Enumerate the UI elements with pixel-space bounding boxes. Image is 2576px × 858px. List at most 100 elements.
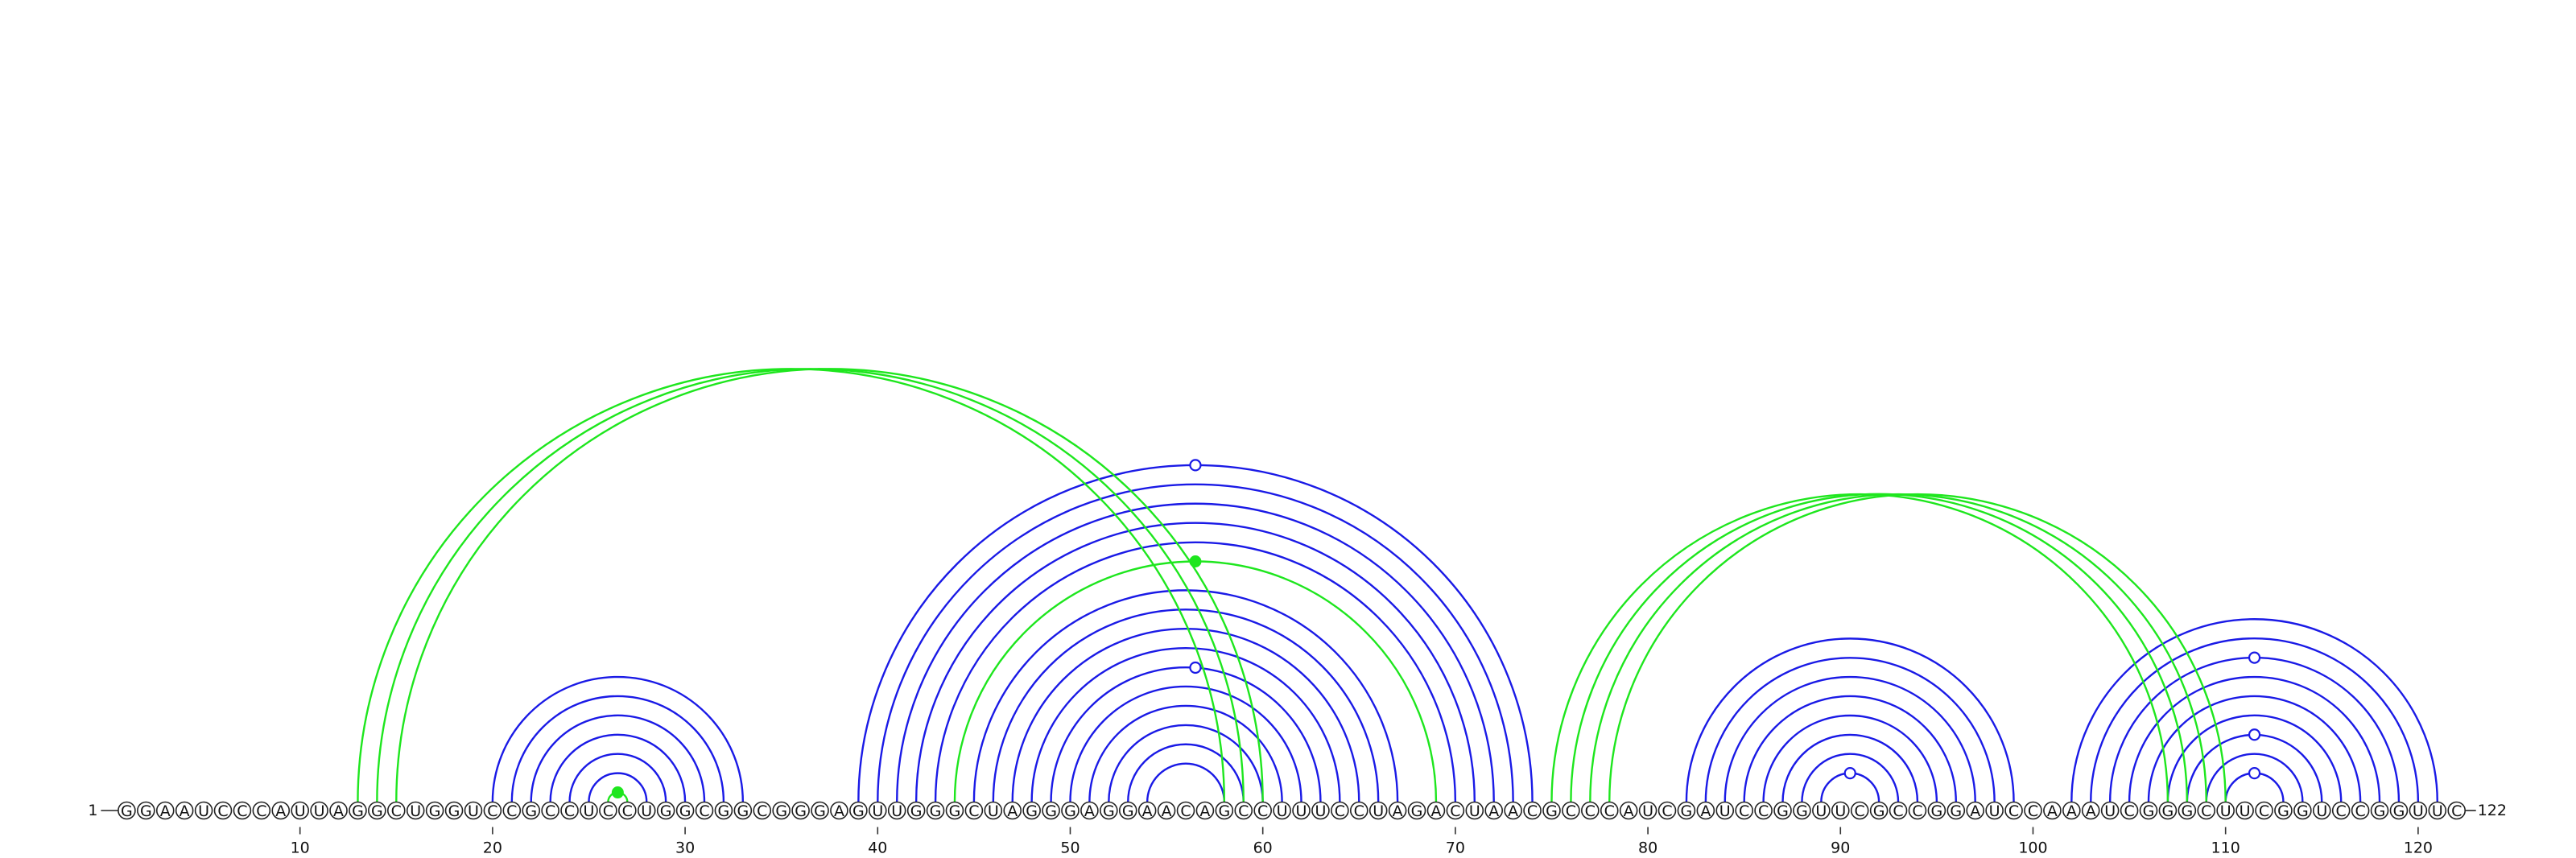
nucleotide-letter: G	[2393, 802, 2405, 820]
nucleotide-circle	[1022, 801, 1041, 820]
nucleotide-circle	[1311, 801, 1330, 820]
nucleotide-letter: C	[1566, 802, 1576, 820]
nucleotide-56: C	[1176, 801, 1195, 820]
nucleotide-88: G	[1793, 801, 1811, 820]
nucleotide-70: C	[1446, 801, 1465, 820]
blue-marker-3	[2248, 651, 2261, 664]
nucleotide-letter: C	[1912, 802, 1922, 820]
nucleotide-circle	[2024, 801, 2042, 820]
nucleotide-circle	[1850, 801, 1869, 820]
nucleotide-letter: G	[1103, 802, 1115, 820]
nucleotide-20: C	[483, 801, 502, 820]
nucleotide-42: G	[906, 801, 926, 820]
nucleotide-circle	[1927, 801, 1946, 820]
nucleotide-circle	[887, 801, 906, 820]
nucleotide-circle	[1176, 801, 1195, 820]
nucleotide-circle	[580, 801, 598, 820]
nucleotide-48: G	[1022, 801, 1041, 820]
nucleotide-92: G	[1869, 801, 1889, 820]
nucleotide-circle	[1581, 801, 1600, 820]
green-pair-arc-75-107	[1550, 493, 2169, 802]
blue-pair-arc-47-65	[1011, 628, 1360, 802]
nucleotide-39: G	[849, 801, 868, 820]
nucleotide-circle	[1619, 801, 1638, 820]
nucleotide-letter: C	[2201, 802, 2211, 820]
blue-pair-arc-50-62	[1069, 685, 1302, 802]
nucleotide-116: C	[2331, 801, 2351, 820]
nucleotide-letter: U	[2432, 802, 2443, 820]
nucleotide-circle	[2351, 801, 2370, 820]
nucleotide-99: C	[2004, 801, 2023, 820]
nucleotide-98: U	[1985, 801, 2004, 820]
nucleotide-letter: A	[834, 802, 844, 820]
nucleotide-circle	[1966, 801, 1985, 820]
nucleotide-3: A	[155, 801, 175, 820]
nucleotide-circle	[1812, 801, 1831, 820]
nucleotide-letter: G	[1546, 802, 1558, 820]
nucleotide-letter: U	[1469, 802, 1480, 820]
nucleotide-circle	[2428, 801, 2447, 820]
nucleotide-letter: G	[679, 802, 691, 820]
nucleotide-circle	[945, 801, 964, 820]
nucleotide-circle	[233, 801, 252, 820]
nucleotide-circle	[599, 801, 617, 820]
nucleotide-letter: U	[1642, 802, 1653, 820]
nucleotide-103: A	[2081, 801, 2100, 820]
nucleotide-circle	[2409, 801, 2428, 820]
nucleotide-85: C	[1735, 801, 1753, 820]
blue-pair-arc-41-72	[896, 502, 1495, 802]
nucleotide-letter: G	[1218, 802, 1230, 820]
nucleotide-letter: G	[2374, 802, 2386, 820]
nucleotide-letter: C	[1604, 802, 1615, 820]
blue-pair-arc-22-31	[530, 714, 706, 802]
nucleotide-15: C	[386, 801, 406, 820]
tick-label-10: 10	[291, 839, 310, 857]
nucleotide-circle	[1542, 801, 1561, 820]
nucleotide-letter: U	[1373, 802, 1384, 820]
nucleotide-letter: U	[1719, 802, 1731, 820]
nucleotide-circle	[1831, 801, 1850, 820]
nucleotide-55: A	[1157, 801, 1176, 820]
nucleotide-letter: A	[1624, 802, 1634, 820]
backbone-layer: 1 122	[88, 802, 2507, 819]
nucleotide-letter: U	[410, 802, 421, 820]
nucleotide-circle	[926, 801, 945, 820]
nucleotide-54: A	[1137, 801, 1157, 820]
sequence-start-label: 1	[88, 802, 97, 819]
nucleotide-letter: U	[295, 802, 306, 820]
nucleotide-letter: C	[506, 802, 517, 820]
nucleotide-circle	[368, 801, 386, 820]
nucleotide-23: C	[541, 801, 559, 820]
nucleotide-letter: C	[603, 802, 613, 820]
nucleotide-circle	[1426, 801, 1446, 820]
nucleotide-8: C	[252, 801, 271, 820]
nucleotide-circle	[1003, 801, 1022, 820]
nucleotide-circle	[1388, 801, 1407, 820]
nucleotide-circle	[155, 801, 175, 820]
nucleotide-9: A	[271, 801, 291, 820]
nucleotide-letter: C	[2451, 802, 2462, 820]
nucleotide-letter: G	[930, 802, 942, 820]
nucleotide-78: C	[1600, 801, 1619, 820]
nucleotide-letter: G	[2162, 802, 2174, 820]
nucleotide-17: G	[425, 801, 444, 820]
nucleotide-circle	[695, 801, 714, 820]
nucleotide-circle	[1137, 801, 1157, 820]
nucleotide-circle	[1100, 801, 1118, 820]
green-marker-1	[1189, 555, 1202, 567]
nucleotide-7: C	[233, 801, 252, 820]
nucleotide-letter: A	[1508, 802, 1518, 820]
nucleotide-letter: C	[545, 802, 555, 820]
blue-pair-arc-23-30	[549, 733, 687, 802]
nucleotide-letter: U	[2220, 802, 2231, 820]
nucleotide-circle	[1407, 801, 1426, 820]
nucleotide-circle	[1118, 801, 1137, 820]
nucleotide-118: G	[2370, 801, 2389, 820]
nucleotide-circle	[310, 801, 328, 820]
nucleotide-46: U	[984, 801, 1003, 820]
tick-label-80: 80	[1638, 839, 1657, 857]
nucleotide-circle	[1446, 801, 1465, 820]
nucleotide-circle	[791, 801, 810, 820]
